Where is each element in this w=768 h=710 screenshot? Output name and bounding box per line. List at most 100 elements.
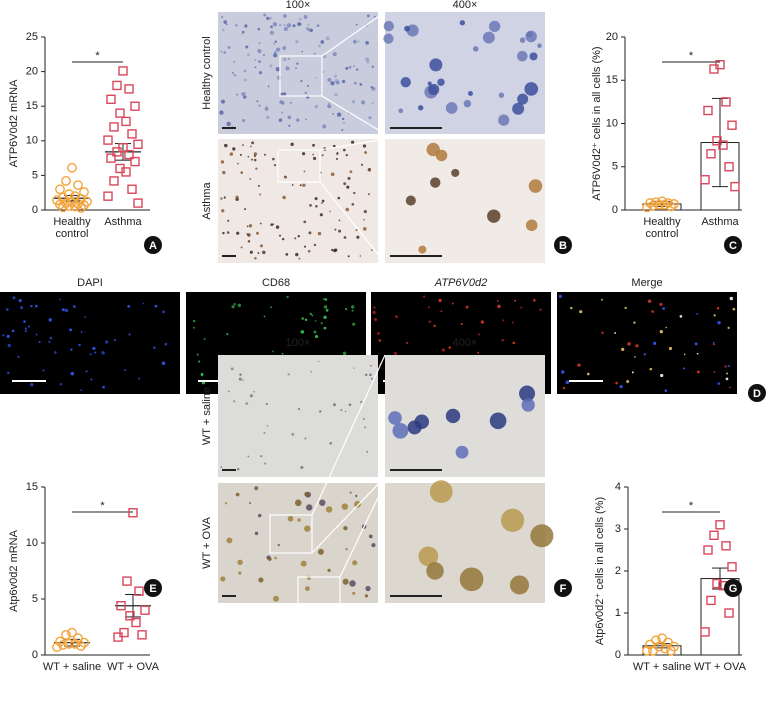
cell — [383, 33, 394, 44]
cell — [233, 302, 236, 306]
cell — [224, 502, 228, 505]
cell — [253, 158, 257, 162]
cell — [275, 225, 280, 229]
cell — [537, 43, 542, 48]
cell — [519, 37, 526, 43]
data-point — [137, 630, 147, 640]
cell — [352, 39, 357, 44]
data-point — [727, 562, 737, 572]
x-tick-label-box: WT + OVA — [107, 661, 159, 673]
cell — [246, 233, 249, 235]
cell — [683, 353, 686, 356]
cell — [348, 403, 352, 407]
cell — [343, 148, 346, 152]
cell — [633, 321, 636, 324]
cell — [664, 389, 668, 393]
cell — [248, 224, 253, 228]
cell — [235, 492, 240, 497]
cell — [220, 160, 225, 164]
y-tick-label: 0 — [612, 204, 618, 216]
column-label: 100× — [286, 0, 311, 11]
data-point — [73, 180, 83, 190]
cell — [321, 202, 324, 205]
cell — [296, 118, 300, 122]
cell — [477, 351, 480, 354]
data-point — [121, 167, 131, 177]
cell — [437, 78, 445, 86]
y-tick-label: 5 — [32, 169, 38, 181]
cell — [329, 442, 332, 445]
y-tick-label: 10 — [26, 537, 38, 549]
row-label: Healthy control — [201, 36, 213, 109]
y-tick-label: 2 — [615, 565, 621, 577]
cell — [238, 377, 242, 381]
cell — [353, 81, 357, 85]
panel-badge — [554, 579, 572, 597]
cell — [351, 202, 355, 206]
cell — [265, 402, 268, 405]
cell — [298, 257, 301, 260]
cell — [281, 237, 285, 241]
cell — [24, 327, 28, 330]
cell — [278, 118, 283, 122]
data-point — [118, 66, 128, 76]
cell — [562, 386, 566, 390]
cell — [90, 378, 93, 381]
cell — [368, 116, 372, 120]
panel-letter: B — [559, 240, 567, 252]
cell — [362, 144, 367, 148]
cell — [360, 100, 366, 105]
cell — [260, 455, 263, 458]
cell — [579, 310, 583, 314]
panel-badge — [724, 579, 742, 597]
cell — [338, 219, 341, 222]
panel-badge — [554, 236, 572, 254]
cell — [292, 24, 296, 28]
cell — [519, 385, 536, 402]
cell — [330, 172, 335, 177]
data-point — [124, 84, 134, 94]
cell — [359, 83, 363, 86]
cell — [472, 46, 479, 52]
cell — [233, 400, 236, 403]
cell — [270, 306, 272, 309]
cell — [124, 369, 127, 372]
column-label: 400× — [453, 337, 478, 349]
data-point — [58, 202, 68, 213]
cell — [11, 329, 15, 333]
panel-letter: C — [729, 240, 737, 252]
cell — [317, 231, 322, 236]
cell — [343, 525, 348, 531]
cell — [477, 333, 480, 336]
cell — [35, 333, 38, 336]
cell — [365, 585, 371, 592]
cell — [345, 153, 348, 157]
y-tick-label: 15 — [26, 100, 38, 112]
cell — [659, 302, 663, 306]
cell — [274, 556, 277, 560]
cell — [696, 313, 699, 315]
cell — [355, 229, 358, 232]
cell — [279, 100, 284, 104]
cell — [263, 315, 266, 318]
cell — [364, 426, 367, 429]
cell — [258, 60, 262, 64]
cell — [445, 408, 461, 424]
micrograph — [385, 355, 545, 477]
cell — [254, 531, 259, 536]
cell — [220, 197, 223, 200]
data-point — [103, 135, 113, 145]
cell — [256, 100, 259, 103]
cell — [229, 152, 234, 156]
cell — [285, 252, 289, 256]
cell — [253, 154, 256, 158]
cell — [142, 302, 145, 305]
cell — [501, 338, 504, 342]
cell — [445, 102, 458, 114]
cell — [306, 28, 310, 31]
cell — [482, 31, 495, 44]
cell — [257, 184, 260, 187]
cell — [512, 341, 516, 345]
cell — [203, 338, 206, 341]
cell — [370, 249, 373, 251]
